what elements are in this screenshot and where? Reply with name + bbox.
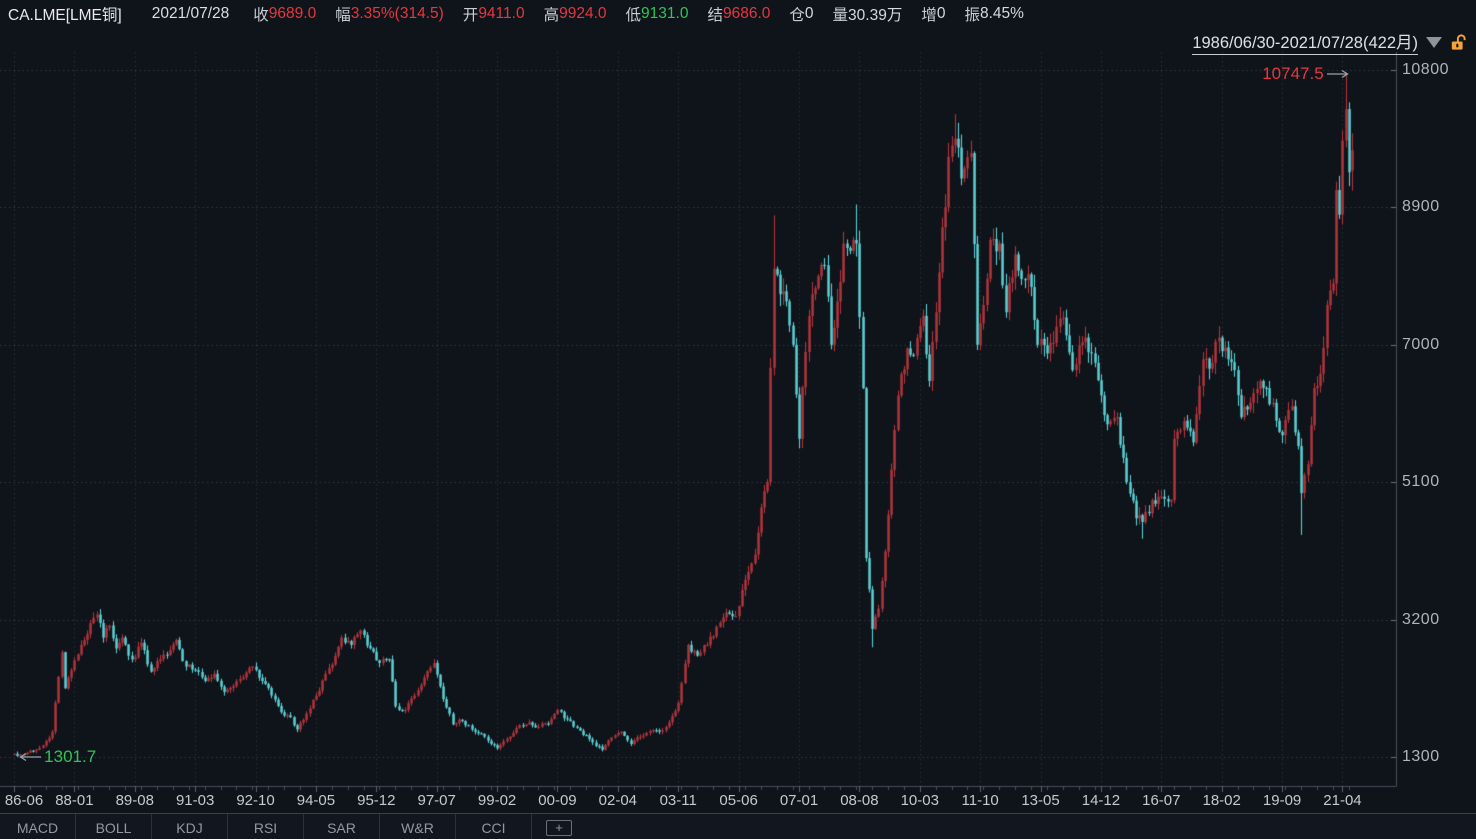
indicator-tab-cci[interactable]: CCI xyxy=(456,814,532,839)
indicator-tab-bar: MACD BOLL KDJ RSI SAR W&R CCI + xyxy=(0,813,1476,839)
quote-field-label: 量 xyxy=(832,7,849,24)
x-axis-tick-label: 07-01 xyxy=(779,792,819,809)
y-axis-tick-label: 1300 xyxy=(1402,748,1440,765)
x-axis-tick-label: 18-02 xyxy=(1202,792,1241,809)
unlocked-padlock-icon[interactable] xyxy=(1450,33,1468,51)
y-axis-tick-label: 5100 xyxy=(1402,473,1440,491)
indicator-tab-macd[interactable]: MACD xyxy=(0,814,76,839)
y-axis-tick-label: 10800 xyxy=(1402,61,1449,78)
x-axis-tick-label: 08-08 xyxy=(840,792,879,809)
indicator-tab-wr[interactable]: W&R xyxy=(380,814,456,839)
quote-field: 低 9131.0 xyxy=(626,3,689,25)
quote-field-value: 9411.0 xyxy=(478,5,525,22)
x-axis-tick-label: 94-05 xyxy=(296,792,336,809)
quote-fields: 收 9689.0 幅 3.35%(314.5) 开 9411.0 高 9924.0 低 9131.… xyxy=(253,3,1024,25)
quote-field: 振 8.45% xyxy=(964,3,1023,25)
annotation-value: 1301.7 xyxy=(44,746,97,766)
y-axis-tick-label: 7000 xyxy=(1402,335,1440,353)
quote-field-value: 9131.0 xyxy=(641,5,689,22)
x-axis-tick-label: 11-10 xyxy=(961,792,999,809)
date-range-label[interactable]: 1986/06/30-2021/07/28(422月) xyxy=(1192,29,1418,55)
quote-field-value: 9686.0 xyxy=(722,5,771,22)
x-axis-tick-label: 16-07 xyxy=(1142,792,1181,809)
quote-field-label: 增 xyxy=(921,7,937,24)
quote-field-label: 幅 xyxy=(335,7,351,24)
x-axis-tick-label: 95-12 xyxy=(357,792,396,809)
quote-field-value: 0 xyxy=(804,5,814,22)
date-range-selector[interactable]: 1986/06/30-2021/07/28(422月) xyxy=(1192,29,1468,55)
x-axis-tick-label: 99-02 xyxy=(477,792,517,809)
x-axis-tick-label: 00-09 xyxy=(538,792,577,809)
annotation-value: 10747.5 xyxy=(1262,63,1324,83)
quote-field: 收 9689.0 xyxy=(253,3,316,25)
quote-field-label: 仓 xyxy=(789,7,805,24)
quote-field-value: 0 xyxy=(936,5,946,22)
x-axis-tick-label: 86-06 xyxy=(4,792,44,809)
x-axis-tick-label: 10-03 xyxy=(900,792,939,809)
quote-field-label: 结 xyxy=(707,7,723,24)
instrument-symbol: CA.LME[LME铜] xyxy=(8,7,122,24)
indicator-tab-rsi[interactable]: RSI xyxy=(228,814,304,839)
quote-field-label: 振 xyxy=(964,7,980,24)
quote-field-label: 低 xyxy=(625,7,642,24)
x-axis-tick-label: 14-12 xyxy=(1081,792,1121,809)
quote-field: 量 30.39万 xyxy=(833,3,903,25)
quote-field-label: 收 xyxy=(253,7,269,24)
quote-field-value: 9924.0 xyxy=(559,5,607,22)
x-axis-tick-label: 92-10 xyxy=(236,792,275,809)
quote-header: CA.LME[LME铜] 2021/07/28 收 9689.0 幅 3.35%(31… xyxy=(0,0,1476,28)
x-axis-tick-label: 21-04 xyxy=(1323,792,1362,809)
quote-field-label: 开 xyxy=(462,7,479,24)
quote-field-value: 8.45% xyxy=(980,5,1024,22)
quote-date: 2021/07/28 xyxy=(151,5,230,22)
x-axis-tick-label: 91-03 xyxy=(175,792,215,809)
chevron-down-icon xyxy=(1426,36,1442,48)
y-axis-tick-label: 3200 xyxy=(1402,610,1440,628)
quote-field: 结 9686.0 xyxy=(707,3,770,25)
indicator-tab-sar[interactable]: SAR xyxy=(304,814,380,839)
x-axis-tick-label: 03-11 xyxy=(659,792,697,809)
quote-field: 开 9411.0 xyxy=(463,3,525,25)
annotation-arrow-icon xyxy=(19,752,42,761)
x-axis-tick-label: 88-01 xyxy=(55,792,94,809)
x-axis-tick-label: 97-07 xyxy=(417,792,456,809)
low-price-annotation: 1301.7 xyxy=(19,747,96,767)
indicator-tab-kdj[interactable]: KDJ xyxy=(152,814,228,839)
quote-field-value: 3.35%(314.5) xyxy=(350,5,444,22)
annotation-arrow-icon xyxy=(1326,69,1349,78)
high-price-annotation: 10747.5 xyxy=(1262,63,1349,84)
x-axis-tick-label: 02-04 xyxy=(598,792,638,809)
x-axis-tick-label: 19-09 xyxy=(1262,792,1302,809)
x-axis-tick-label: 13-05 xyxy=(1021,792,1060,809)
y-axis-tick-label: 8900 xyxy=(1402,198,1440,216)
quote-field: 幅 3.35%(314.5) xyxy=(335,3,444,25)
quote-field-value: 9689.0 xyxy=(268,5,317,22)
quote-field-label: 高 xyxy=(543,7,560,24)
indicator-tab-boll[interactable]: BOLL xyxy=(76,814,152,839)
add-indicator-button[interactable]: + xyxy=(546,820,572,836)
x-axis-tick-label: 89-08 xyxy=(115,792,154,809)
x-axis-tick-label: 05-06 xyxy=(719,792,758,809)
quote-field: 高 9924.0 xyxy=(544,3,607,25)
quote-field-value: 30.39万 xyxy=(848,7,903,24)
